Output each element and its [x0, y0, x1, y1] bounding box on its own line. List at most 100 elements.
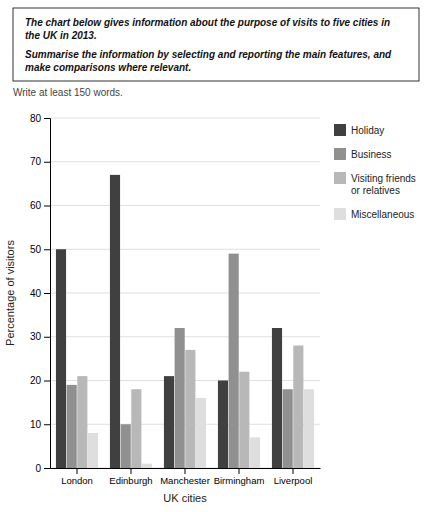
y-tick: 40 [30, 288, 50, 299]
bar [131, 389, 141, 468]
y-tick: 10 [30, 419, 50, 430]
y-tick-mark [44, 118, 50, 119]
bar [88, 433, 98, 468]
bar [175, 328, 185, 468]
legend-label-line: Visiting friends [351, 173, 416, 184]
y-tick-mark [44, 381, 50, 382]
title-box [13, 8, 419, 81]
legend-label: Miscellaneous [351, 209, 414, 220]
y-axis: 0 10 20 30 40 50 60 70 80 [30, 113, 51, 474]
x-tick-mark [293, 468, 294, 474]
bar [110, 175, 120, 468]
y-tick-mark [44, 337, 50, 338]
bar [142, 464, 152, 468]
y-tick-label: 20 [30, 375, 42, 386]
text-line: make comparisons where relevant. [25, 62, 191, 73]
y-tick-mark [44, 424, 50, 425]
y-tick-label: 80 [30, 113, 42, 124]
bar [272, 328, 282, 468]
legend-label-line: Business [351, 149, 392, 160]
y-tick-label: 60 [30, 200, 42, 211]
subtitle: Summarise the information by selecting a… [25, 49, 392, 73]
legend-swatch [334, 124, 346, 136]
y-tick-mark [44, 249, 50, 250]
bar [56, 249, 66, 468]
y-axis-title: Percentage of visitors [4, 240, 16, 346]
annotation: Write at least 150 words. [13, 87, 123, 98]
bar [77, 376, 87, 468]
y-tick-mark [44, 162, 50, 163]
y-tick-label: 70 [30, 156, 42, 167]
x-tick-mark [77, 468, 78, 474]
chart-svg: The chart below gives information about … [0, 0, 432, 512]
y-tick-mark [44, 468, 50, 469]
legend-label-line: Miscellaneous [351, 209, 414, 220]
legend-label-line: or relatives [351, 185, 400, 196]
legend-entry: Holiday [334, 124, 384, 136]
y-tick: 30 [30, 331, 50, 342]
y-tick-label: 40 [30, 288, 42, 299]
legend-swatch [334, 148, 346, 160]
x-tick-mark [185, 468, 186, 474]
bar [239, 372, 249, 468]
bar [185, 350, 195, 468]
y-tick: 20 [30, 375, 50, 386]
y-tick: 0 [35, 463, 50, 474]
y-tick-mark [44, 293, 50, 294]
x-tick-label: Birmingham [214, 475, 265, 486]
bar-series [88, 389, 314, 468]
title: The chart below gives information about … [25, 17, 390, 41]
bars [56, 175, 314, 468]
bar [164, 376, 174, 468]
grid-line [50, 249, 320, 250]
legend-entry: Visiting friendsor relatives [334, 172, 416, 196]
bar [218, 381, 228, 469]
y-tick: 80 [30, 113, 50, 124]
x-tick-label: Manchester [160, 475, 210, 486]
grid [50, 118, 320, 468]
y-tick: 60 [30, 200, 50, 211]
x-tick: Liverpool [274, 468, 313, 486]
bar [250, 437, 260, 468]
bar-series [67, 254, 293, 468]
legend-swatch [334, 172, 346, 184]
legend-swatch [334, 208, 346, 220]
bar [283, 389, 293, 468]
bar [304, 389, 314, 468]
x-axis-title: UK cities [163, 492, 207, 504]
legend-label: Business [351, 149, 392, 160]
x-tick-mark [131, 468, 132, 474]
grid-line [50, 293, 320, 294]
legend-label-line: Holiday [351, 125, 384, 136]
bar [229, 254, 239, 468]
bar [196, 398, 206, 468]
legend-label: Holiday [351, 125, 384, 136]
bar-series [77, 346, 303, 469]
y-tick-label: 0 [35, 463, 41, 474]
y-tick: 70 [30, 156, 50, 167]
legend-entry: Miscellaneous [334, 208, 414, 220]
grid-line [50, 205, 320, 206]
x-tick-label: Edinburgh [109, 475, 152, 486]
text-line: the UK in 2013. [25, 30, 97, 41]
bar [293, 346, 303, 469]
text-line: The chart below gives information about … [25, 17, 390, 28]
plot: 0 10 20 30 40 50 60 70 80 London Edinburgh Manchest… [30, 113, 321, 486]
y-tick-mark [44, 206, 50, 207]
x-tick: Birmingham [214, 468, 265, 486]
legend: Holiday Business Visiting friendsor relati… [334, 124, 416, 220]
x-tick: Edinburgh [109, 468, 152, 486]
x-tick: Manchester [160, 468, 210, 486]
y-tick-label: 10 [30, 419, 42, 430]
y-tick: 50 [30, 244, 50, 255]
legend-label: Visiting friendsor relatives [351, 173, 416, 196]
x-tick-label: London [61, 475, 93, 486]
bar [67, 385, 77, 468]
legend-entry: Business [334, 148, 392, 160]
x-tick: London [61, 468, 93, 486]
grid-line [50, 118, 320, 119]
y-tick-label: 30 [30, 331, 42, 342]
x-axis: London Edinburgh Manchester Birmingham Liver… [51, 468, 321, 486]
grid-line [50, 161, 320, 162]
x-tick-label: Liverpool [274, 475, 313, 486]
